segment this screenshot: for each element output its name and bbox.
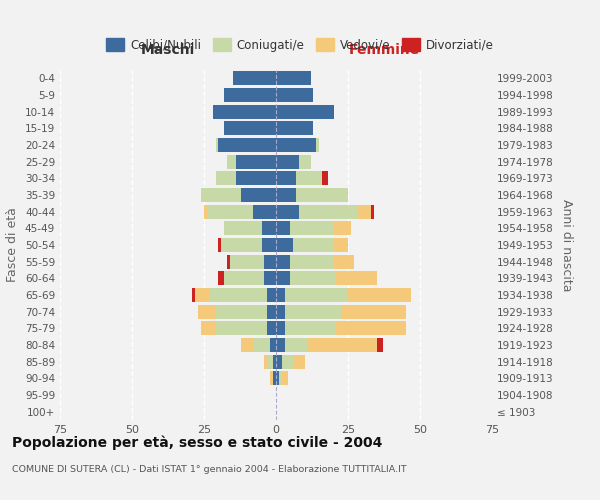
Bar: [270, 371, 273, 386]
Bar: [290, 271, 337, 285]
Bar: [224, 221, 262, 236]
Bar: [215, 138, 218, 152]
Bar: [276, 138, 316, 152]
Bar: [342, 304, 406, 319]
Bar: [265, 254, 276, 269]
Bar: [371, 204, 374, 219]
Bar: [276, 104, 334, 118]
Bar: [299, 154, 311, 169]
Bar: [218, 138, 276, 152]
Bar: [273, 354, 276, 369]
Bar: [224, 88, 276, 102]
Bar: [279, 371, 282, 386]
Bar: [334, 238, 348, 252]
Bar: [296, 171, 322, 186]
Bar: [276, 154, 299, 169]
Bar: [282, 371, 287, 386]
Bar: [276, 254, 290, 269]
Bar: [299, 204, 356, 219]
Bar: [337, 322, 406, 336]
Bar: [276, 188, 296, 202]
Bar: [218, 271, 224, 285]
Bar: [276, 88, 313, 102]
Bar: [276, 371, 279, 386]
Bar: [268, 304, 276, 319]
Bar: [262, 221, 276, 236]
Bar: [268, 354, 273, 369]
Bar: [227, 254, 230, 269]
Bar: [276, 121, 313, 136]
Bar: [276, 204, 299, 219]
Bar: [284, 322, 337, 336]
Bar: [230, 254, 265, 269]
Bar: [293, 354, 305, 369]
Bar: [322, 171, 328, 186]
Text: Maschi: Maschi: [141, 42, 195, 56]
Bar: [276, 271, 290, 285]
Bar: [196, 288, 210, 302]
Bar: [316, 138, 319, 152]
Bar: [276, 322, 284, 336]
Bar: [284, 338, 308, 352]
Bar: [215, 322, 268, 336]
Bar: [276, 221, 290, 236]
Bar: [273, 371, 276, 386]
Bar: [348, 288, 412, 302]
Text: COMUNE DI SUTERA (CL) - Dati ISTAT 1° gennaio 2004 - Elaborazione TUTTITALIA.IT: COMUNE DI SUTERA (CL) - Dati ISTAT 1° ge…: [12, 465, 407, 474]
Bar: [201, 188, 241, 202]
Bar: [276, 171, 296, 186]
Bar: [356, 204, 371, 219]
Bar: [193, 288, 196, 302]
Bar: [241, 188, 276, 202]
Text: Femmine: Femmine: [349, 42, 419, 56]
Bar: [241, 338, 253, 352]
Bar: [268, 288, 276, 302]
Bar: [276, 71, 311, 86]
Bar: [227, 154, 236, 169]
Bar: [201, 322, 215, 336]
Bar: [270, 338, 276, 352]
Bar: [334, 254, 354, 269]
Y-axis label: Anni di nascita: Anni di nascita: [560, 198, 573, 291]
Bar: [253, 338, 270, 352]
Bar: [207, 204, 253, 219]
Bar: [236, 171, 276, 186]
Bar: [204, 204, 207, 219]
Text: Popolazione per età, sesso e stato civile - 2004: Popolazione per età, sesso e stato civil…: [12, 435, 382, 450]
Bar: [282, 354, 293, 369]
Bar: [233, 71, 276, 86]
Bar: [276, 288, 284, 302]
Bar: [265, 271, 276, 285]
Bar: [276, 238, 293, 252]
Bar: [308, 338, 377, 352]
Bar: [268, 322, 276, 336]
Bar: [337, 271, 377, 285]
Bar: [377, 338, 383, 352]
Bar: [276, 338, 284, 352]
Bar: [236, 154, 276, 169]
Bar: [221, 238, 262, 252]
Bar: [224, 121, 276, 136]
Legend: Celibi/Nubili, Coniugati/e, Vedovi/e, Divorziati/e: Celibi/Nubili, Coniugati/e, Vedovi/e, Di…: [106, 38, 494, 52]
Y-axis label: Fasce di età: Fasce di età: [7, 208, 19, 282]
Bar: [212, 104, 276, 118]
Bar: [265, 354, 268, 369]
Bar: [284, 304, 342, 319]
Bar: [290, 254, 334, 269]
Bar: [210, 288, 268, 302]
Bar: [253, 204, 276, 219]
Bar: [284, 288, 348, 302]
Bar: [215, 171, 236, 186]
Bar: [215, 304, 268, 319]
Bar: [334, 221, 351, 236]
Bar: [276, 354, 282, 369]
Bar: [224, 271, 265, 285]
Bar: [198, 304, 215, 319]
Bar: [296, 188, 348, 202]
Bar: [290, 221, 334, 236]
Bar: [276, 304, 284, 319]
Bar: [218, 238, 221, 252]
Bar: [293, 238, 334, 252]
Bar: [262, 238, 276, 252]
